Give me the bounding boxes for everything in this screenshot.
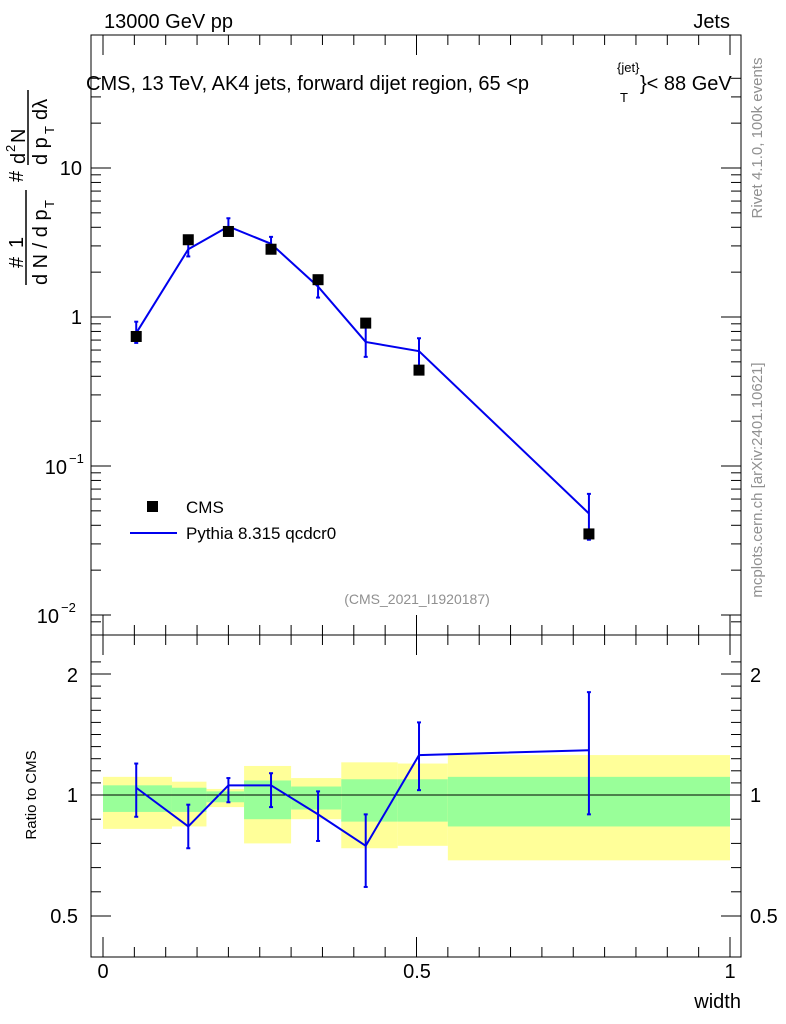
cms-point <box>312 274 324 286</box>
legend: CMS Pythia 8.315 qcdcr0 <box>130 498 336 543</box>
legend-cms-marker <box>147 501 158 512</box>
svg-text:d: d <box>8 153 30 164</box>
title-subscript: T <box>620 90 628 105</box>
svg-text:#: # <box>6 170 28 182</box>
analysis-label: (CMS_2021_I1920187) <box>344 591 490 607</box>
svg-text:T: T <box>42 200 57 208</box>
legend-pythia-label: Pythia 8.315 qcdcr0 <box>186 524 336 543</box>
cms-point <box>222 225 234 237</box>
ratio-bands <box>103 755 730 861</box>
ratio-pythia-line <box>135 749 589 848</box>
x-tick-1: 1 <box>724 961 735 983</box>
beam-label: 13000 GeV pp <box>104 11 233 33</box>
cms-point <box>265 243 277 255</box>
cms-point <box>130 330 142 342</box>
svg-text:dλ: dλ <box>30 99 52 120</box>
uncertainty-band-green <box>291 786 342 810</box>
svg-text:N: N <box>8 129 30 143</box>
title-end: }< 88 GeV <box>640 73 732 95</box>
svg-text:d p: d p <box>30 137 52 165</box>
y-tick-label-1: 1 <box>71 307 82 329</box>
legend-cms-label: CMS <box>186 498 224 517</box>
ratio-y-tick-0.5: 0.5 <box>50 906 78 928</box>
y-tick-label-10: 10 <box>60 158 82 180</box>
x-axis-label: width <box>693 991 741 1013</box>
x-tick-0.5: 0.5 <box>403 961 431 983</box>
ratio-y-axis-label: Ratio to CMS <box>23 750 40 839</box>
category-label: Jets <box>693 11 730 33</box>
y-tick-label-0.01: 10 <box>37 606 59 628</box>
y-tick-label-0.01-exp: −2 <box>61 600 76 615</box>
main-title: CMS, 13 TeV, AK4 jets, forward dijet reg… <box>86 60 732 105</box>
main-plot-frame <box>90 34 742 636</box>
svg-text:T: T <box>42 126 57 134</box>
y-tick-label-0.1: 10 <box>45 457 67 479</box>
cms-point <box>583 528 595 540</box>
ratio-y-tick-0.5-right: 0.5 <box>750 906 778 928</box>
cms-point <box>360 317 372 329</box>
main-y-axis-label: # 1 d N / d p T # d 2 N d p T dλ <box>3 90 57 285</box>
main-data-series <box>130 225 595 540</box>
pythia-line <box>135 225 590 515</box>
ratio-y-tick-2-right: 2 <box>750 665 761 687</box>
svg-text:1: 1 <box>6 237 28 248</box>
cms-point <box>182 234 194 246</box>
svg-text:#: # <box>6 256 28 268</box>
ratio-y-tick-1-right: 1 <box>750 785 761 807</box>
ratio-y-tick-labels-left: 0.5 1 2 <box>50 665 78 928</box>
rivet-label: Rivet 4.1.0, 100k events <box>749 58 766 219</box>
uncertainty-band-green <box>341 779 398 822</box>
y-tick-label-0.1-exp: −1 <box>69 451 84 466</box>
ratio-y-tick-2: 2 <box>67 665 78 687</box>
x-tick-labels: 0 0.5 1 <box>97 961 735 983</box>
main-y-tick-labels: 10 1 10 −1 10 −2 <box>37 158 84 628</box>
uncertainty-band-green <box>244 780 292 820</box>
svg-text:d N / d p: d N / d p <box>30 209 52 285</box>
title-superscript: {jet} <box>617 60 640 75</box>
source-label: mcplots.cern.ch [arXiv:2401.10621] <box>749 362 766 597</box>
title-text: CMS, 13 TeV, AK4 jets, forward dijet reg… <box>86 73 529 95</box>
uncertainty-band-green <box>397 779 448 822</box>
main-mc-series <box>134 217 591 541</box>
ratio-y-tick-1: 1 <box>67 785 78 807</box>
axis-ticks <box>91 35 741 957</box>
cms-point <box>413 364 425 376</box>
uncertainty-band-green <box>206 791 245 803</box>
ratio-mc-series <box>134 691 591 888</box>
ratio-y-tick-labels-right: 0.5 1 2 <box>750 665 778 928</box>
svg-text:2: 2 <box>3 145 18 152</box>
x-tick-0: 0 <box>97 961 108 983</box>
